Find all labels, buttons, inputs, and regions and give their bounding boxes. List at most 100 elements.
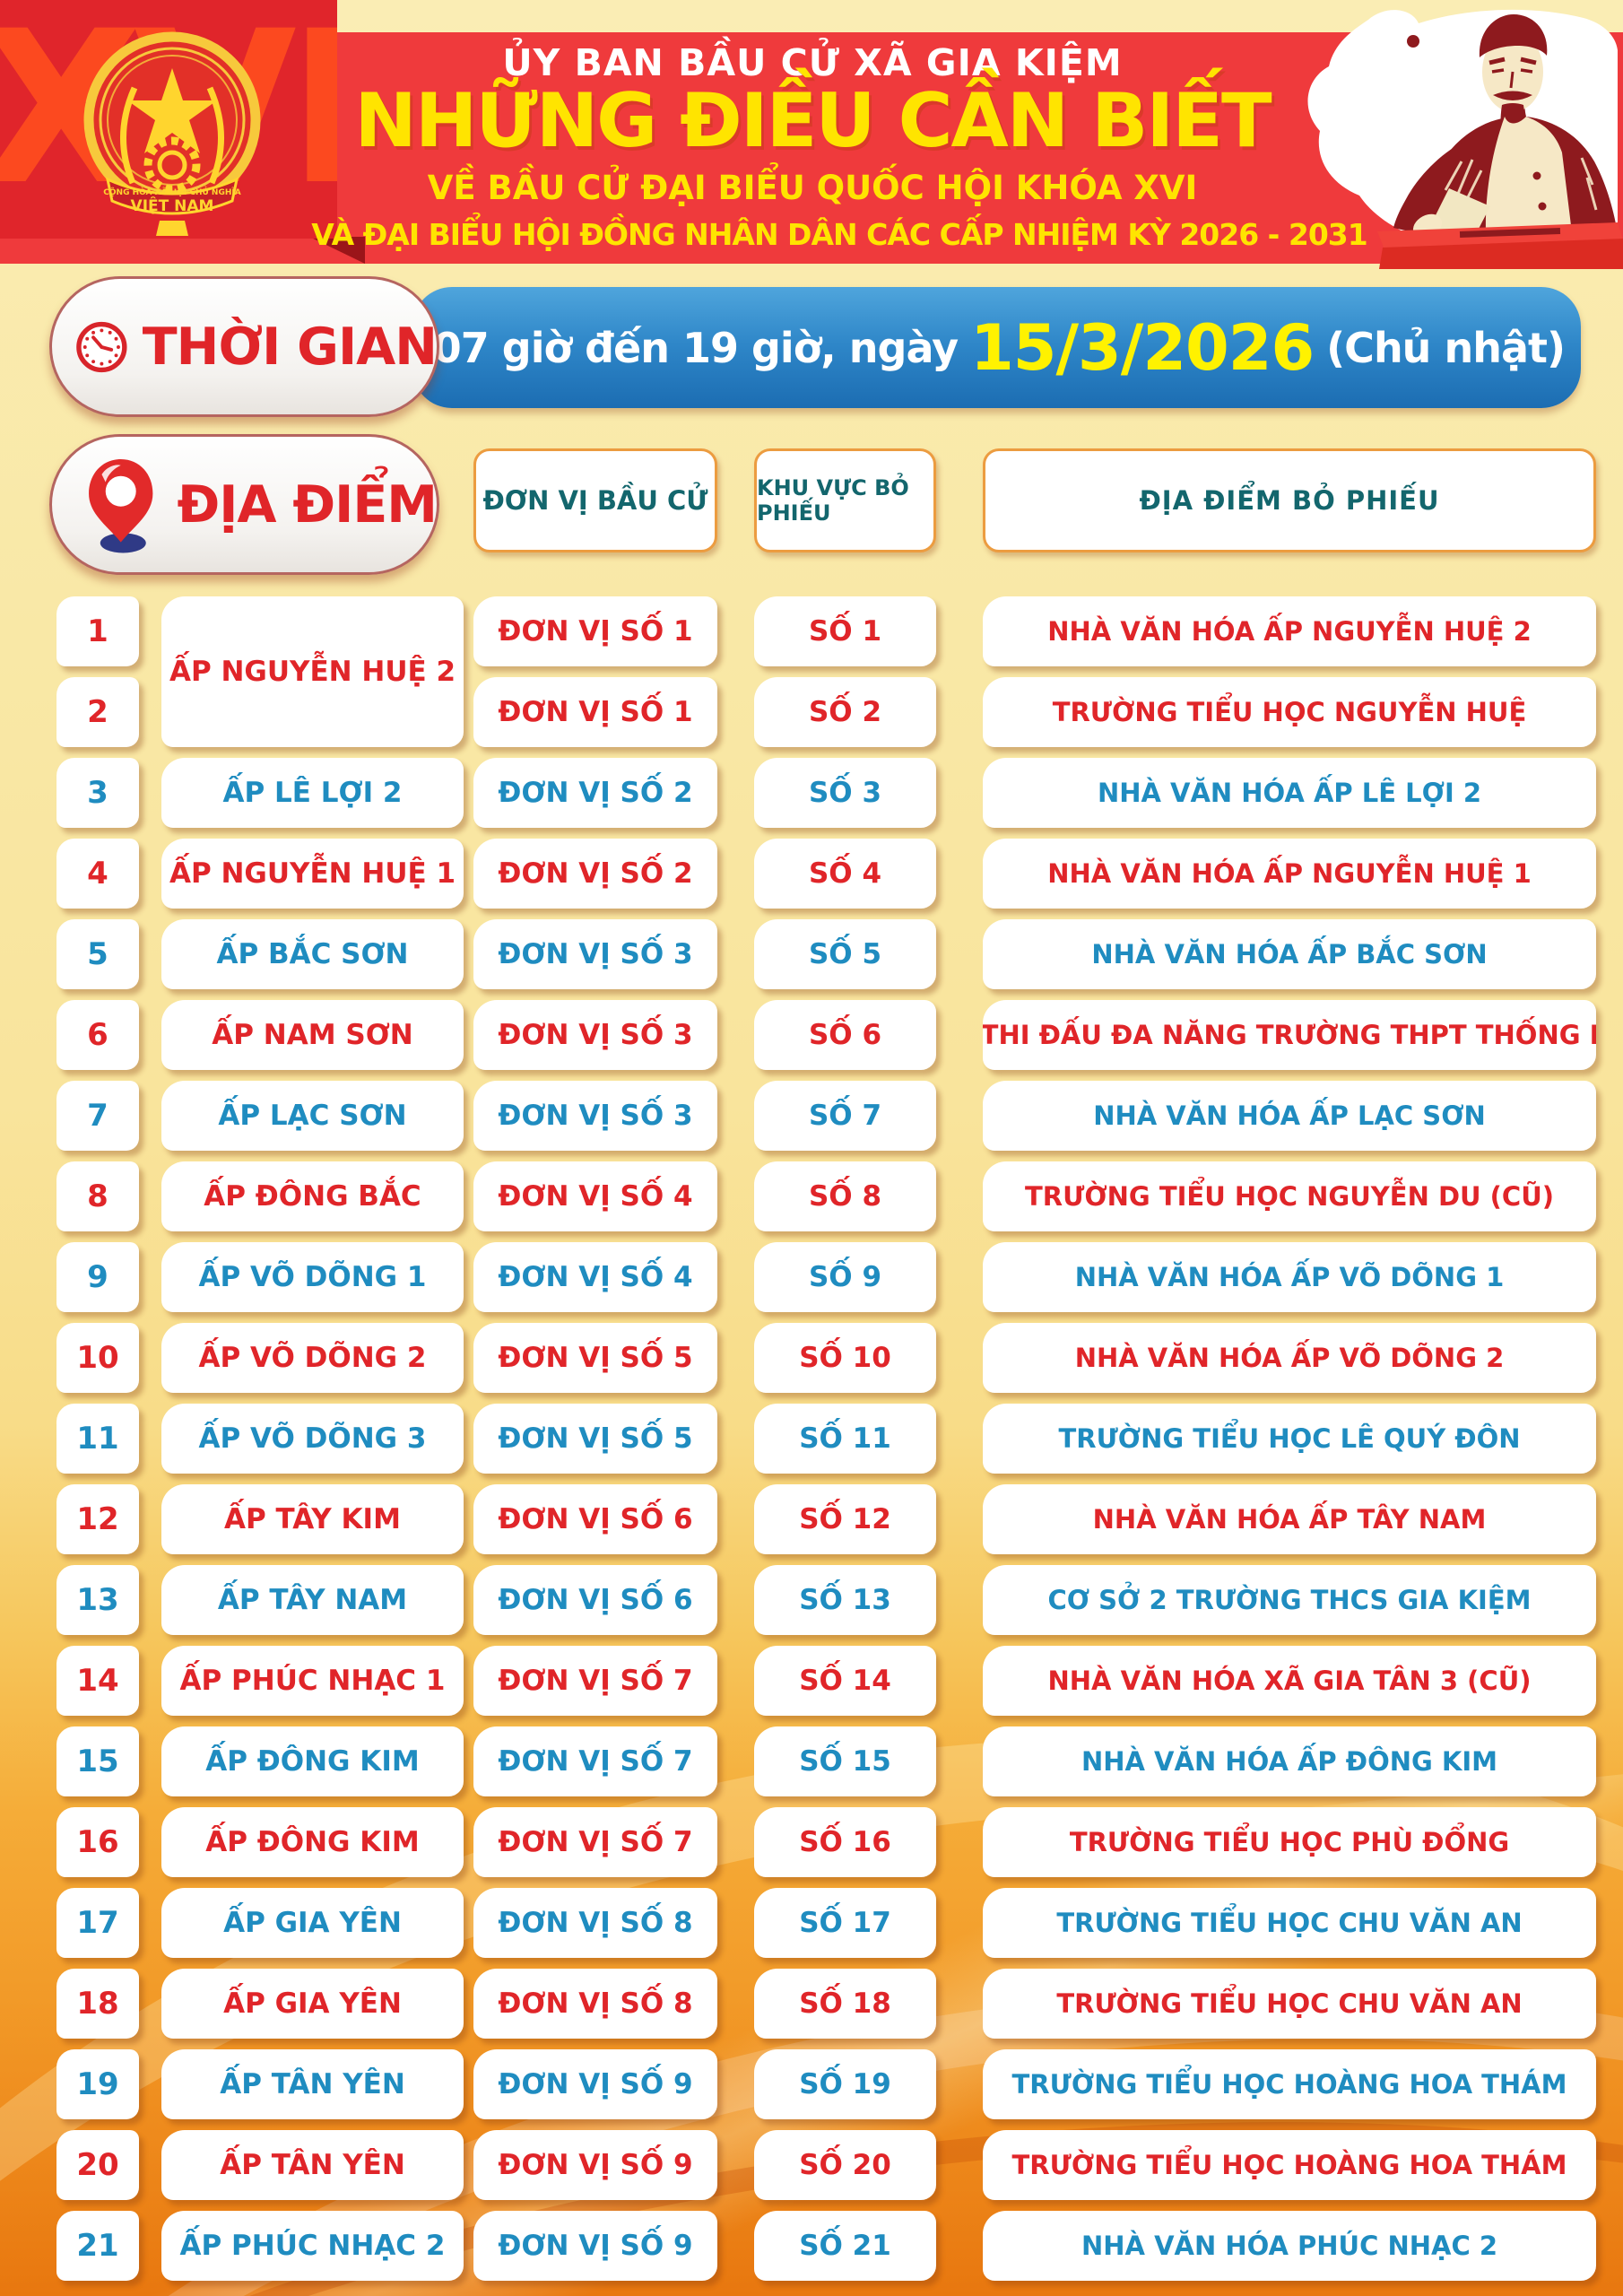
hamlet-cell: ẤP TÂN YÊN: [161, 2049, 464, 2119]
poster-subtitle-2: VÀ ĐẠI BIỂU HỘI ĐỒNG NHÂN DÂN CÁC CẤP NH…: [311, 217, 1367, 252]
unit-cell: ĐƠN VỊ SỐ 9: [473, 2211, 717, 2281]
ribbon-fold: [309, 237, 365, 264]
unit-cell: ĐƠN VỊ SỐ 9: [473, 2049, 717, 2119]
hamlet-cell: ẤP VÕ DÕNG 2: [161, 1323, 464, 1393]
hamlet-cell: ẤP ĐÔNG KIM: [161, 1807, 464, 1877]
hamlet-cell: ẤP TÂY KIM: [161, 1484, 464, 1554]
place-cell: TRƯỜNG TIỂU HỌC CHU VĂN AN: [983, 1969, 1596, 2039]
unit-cell: ĐƠN VỊ SỐ 3: [473, 1000, 717, 1070]
unit-cell: ĐƠN VỊ SỐ 7: [473, 1807, 717, 1877]
unit-cell: ĐƠN VỊ SỐ 8: [473, 1888, 717, 1958]
area-cell: SỐ 16: [754, 1807, 936, 1877]
unit-cell: ĐƠN VỊ SỐ 4: [473, 1161, 717, 1231]
place-cell: NHÀ VĂN HÓA ẤP NGUYỄN HUỆ 2: [983, 596, 1596, 666]
unit-cell: ĐƠN VỊ SỐ 7: [473, 1646, 717, 1716]
area-cell: SỐ 6: [754, 1000, 936, 1070]
place-cell: NHÀ VĂN HÓA ẤP TÂY NAM: [983, 1484, 1596, 1554]
unit-cell: ĐƠN VỊ SỐ 8: [473, 1969, 717, 2039]
row-number-cell: 21: [56, 2211, 139, 2281]
area-cell: SỐ 19: [754, 2049, 936, 2119]
area-cell: SỐ 18: [754, 1969, 936, 2039]
place-cell: TRƯỜNG TIỂU HỌC HOÀNG HOA THÁM: [983, 2049, 1596, 2119]
area-cell: SỐ 5: [754, 919, 936, 989]
place-cell: TRƯỜNG TIỂU HỌC CHU VĂN AN: [983, 1888, 1596, 1958]
place-cell: TRƯỜNG TIỂU HỌC LÊ QUÝ ĐÔN: [983, 1404, 1596, 1474]
unit-cell: ĐƠN VỊ SỐ 7: [473, 1726, 717, 1796]
place-cell: NHÀ VĂN HÓA ẤP VÕ DÕNG 2: [983, 1323, 1596, 1393]
place-cell: TRƯỜNG TIỂU HỌC NGUYỄN HUỆ: [983, 677, 1596, 747]
vietnam-emblem-icon: CỘNG HÒA XÃ HỘI CHỦ NGHĨA VIỆT NAM: [83, 31, 261, 236]
area-cell: SỐ 13: [754, 1565, 936, 1635]
place-label: ĐỊA ĐIỂM: [177, 474, 438, 535]
unit-cell: ĐƠN VỊ SỐ 1: [473, 677, 717, 747]
row-number-cell: 11: [56, 1404, 139, 1474]
area-cell: SỐ 4: [754, 839, 936, 909]
area-cell: SỐ 7: [754, 1081, 936, 1151]
row-number-cell: 5: [56, 919, 139, 989]
row-number-cell: 16: [56, 1807, 139, 1877]
place-cell: NHÀ VĂN HÓA ẤP VÕ DÕNG 1: [983, 1242, 1596, 1312]
row-number-cell: 4: [56, 839, 139, 909]
hamlet-cell: ẤP VÕ DÕNG 3: [161, 1404, 464, 1474]
area-cell: SỐ 11: [754, 1404, 936, 1474]
row-number-cell: 18: [56, 1969, 139, 2039]
place-pill: ĐỊA ĐIỂM: [49, 434, 439, 575]
row-number-cell: 15: [56, 1726, 139, 1796]
emblem-country: VIỆT NAM: [131, 196, 214, 215]
hamlet-cell: ẤP GIA YÊN: [161, 1888, 464, 1958]
hamlet-cell: ẤP ĐÔNG KIM: [161, 1726, 464, 1796]
polling-table: 1 ẤP NGUYỄN HUỆ 2 ĐƠN VỊ SỐ 1 SỐ 1 NHÀ VĂN H…: [56, 596, 1596, 2281]
area-cell: SỐ 3: [754, 758, 936, 828]
time-banner: Từ 07 giờ đến 19 giờ, ngày 15/3/2026 (Ch…: [364, 287, 1581, 408]
column-header-area: KHU VỰC BỎ PHIẾU: [754, 448, 936, 552]
row-number-cell: 3: [56, 758, 139, 828]
row-number-cell: 1: [56, 596, 139, 666]
area-cell: SỐ 20: [754, 2130, 936, 2200]
area-cell: SỐ 1: [754, 596, 936, 666]
time-pill: THỜI GIAN: [49, 276, 439, 417]
place-cell: NHÀ THI ĐẤU ĐA NĂNG TRƯỜNG THPT THỐNG NH…: [983, 1000, 1596, 1070]
area-cell: SỐ 10: [754, 1323, 936, 1393]
hamlet-cell: ẤP BẮC SƠN: [161, 919, 464, 989]
place-cell: NHÀ VĂN HÓA ẤP BẮC SƠN: [983, 919, 1596, 989]
clock-icon: [76, 321, 127, 372]
hamlet-cell: ẤP TÂN YÊN: [161, 2130, 464, 2200]
area-cell: SỐ 8: [754, 1161, 936, 1231]
row-number-cell: 20: [56, 2130, 139, 2200]
row-number-cell: 9: [56, 1242, 139, 1312]
unit-cell: ĐƠN VỊ SỐ 2: [473, 839, 717, 909]
hamlet-cell: ẤP LÊ LỢI 2: [161, 758, 464, 828]
place-cell: TRƯỜNG TIỂU HỌC PHÙ ĐỔNG: [983, 1807, 1596, 1877]
place-cell: NHÀ VĂN HÓA ẤP NGUYỄN HUỆ 1: [983, 839, 1596, 909]
header-titles: ỦY BAN BẦU CỬ XÃ GIA KIỆM NHỮNG ĐIỀU CẦN…: [311, 32, 1367, 264]
hamlet-cell: ẤP NGUYỄN HUỆ 1: [161, 839, 464, 909]
column-header-unit: ĐƠN VỊ BẦU CỬ: [473, 448, 717, 552]
hamlet-cell: ẤP NAM SƠN: [161, 1000, 464, 1070]
unit-cell: ĐƠN VỊ SỐ 5: [473, 1323, 717, 1393]
place-cell: NHÀ VĂN HÓA ẤP LÊ LỢI 2: [983, 758, 1596, 828]
unit-cell: ĐƠN VỊ SỐ 9: [473, 2130, 717, 2200]
hamlet-cell: ẤP TÂY NAM: [161, 1565, 464, 1635]
election-date: 15/3/2026: [970, 310, 1315, 385]
place-cell: NHÀ VĂN HÓA ẤP ĐÔNG KIM: [983, 1726, 1596, 1796]
hamlet-cell: ẤP LẠC SƠN: [161, 1081, 464, 1151]
unit-cell: ĐƠN VỊ SỐ 1: [473, 596, 717, 666]
row-number-cell: 12: [56, 1484, 139, 1554]
area-cell: SỐ 15: [754, 1726, 936, 1796]
unit-cell: ĐƠN VỊ SỐ 5: [473, 1404, 717, 1474]
place-cell: TRƯỜNG TIỂU HỌC NGUYỄN DU (CŨ): [983, 1161, 1596, 1231]
place-cell: CƠ SỞ 2 TRƯỜNG THCS GIA KIỆM: [983, 1565, 1596, 1635]
row-number-cell: 6: [56, 1000, 139, 1070]
hamlet-cell: ẤP GIA YÊN: [161, 1969, 464, 2039]
unit-cell: ĐƠN VỊ SỐ 3: [473, 919, 717, 989]
area-cell: SỐ 2: [754, 677, 936, 747]
unit-cell: ĐƠN VỊ SỐ 4: [473, 1242, 717, 1312]
place-cell: NHÀ VĂN HÓA PHÚC NHẠC 2: [983, 2211, 1596, 2281]
area-cell: SỐ 12: [754, 1484, 936, 1554]
time-label: THỜI GIAN: [142, 317, 438, 377]
area-cell: SỐ 17: [754, 1888, 936, 1958]
place-cell: TRƯỜNG TIỂU HỌC HOÀNG HOA THÁM: [983, 2130, 1596, 2200]
unit-cell: ĐƠN VỊ SỐ 3: [473, 1081, 717, 1151]
column-header-place: ĐỊA ĐIỂM BỎ PHIẾU: [983, 448, 1596, 552]
emblem-motto: CỘNG HÒA XÃ HỘI CHỦ NGHĨA: [103, 186, 240, 197]
